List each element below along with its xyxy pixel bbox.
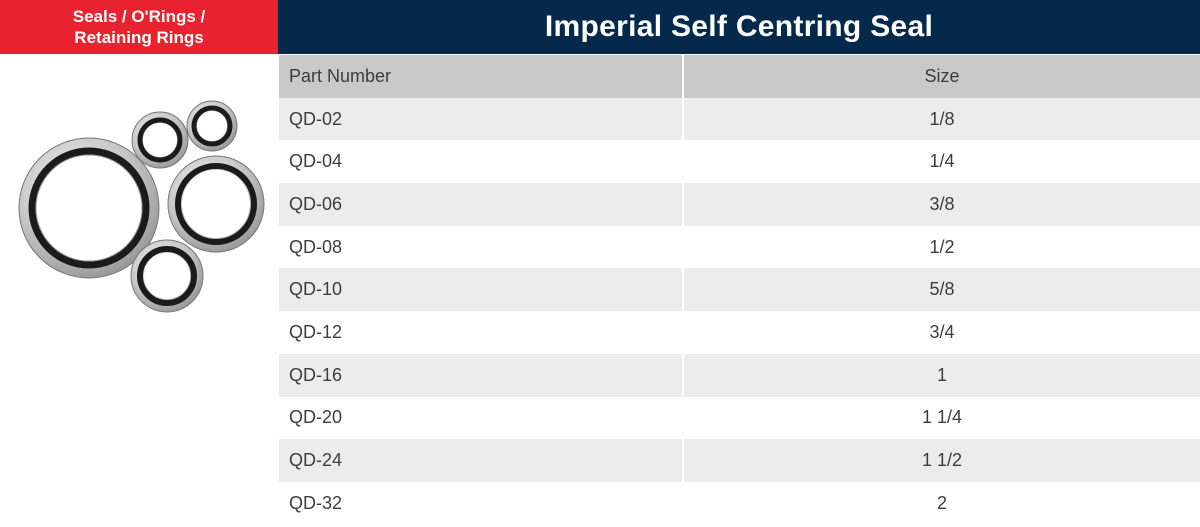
size-cell: 1/8 [682, 97, 1200, 141]
table-row: QD-04 1/4 [279, 140, 1200, 184]
size-cell: 1/2 [682, 225, 1200, 269]
table-row: QD-24 1 1/2 [279, 439, 1200, 482]
size-cell: 5/8 [682, 268, 1200, 312]
size-cell: 3/8 [682, 183, 1200, 226]
size-cell: 1 1/2 [682, 439, 1200, 482]
table-header-row: Part Number Size [279, 55, 1200, 98]
category-label-line2: Retaining Rings [74, 28, 204, 47]
table-row: QD-16 1 [279, 353, 1200, 397]
category-tab[interactable]: Seals / O'Rings / Retaining Rings [0, 0, 278, 54]
table-row: QD-10 5/8 [279, 268, 1200, 312]
large-seal-ring [18, 137, 160, 279]
size-cell: 1/4 [682, 140, 1200, 184]
medium-seal-ring [167, 155, 265, 253]
part-number-cell: QD-32 [279, 481, 683, 525]
small-seal-ring-1 [131, 111, 189, 169]
table-row: QD-08 1/2 [279, 225, 1200, 269]
table-row: QD-12 3/4 [279, 311, 1200, 354]
header-size[interactable]: Size [682, 55, 1200, 98]
part-number-cell: QD-16 [279, 353, 683, 397]
part-number-cell: QD-02 [279, 97, 683, 141]
table-row: QD-32 2 [279, 481, 1200, 525]
size-cell: 1 [682, 353, 1200, 397]
size-cell: 1 1/4 [682, 396, 1200, 440]
small-seal-ring-2 [186, 100, 238, 152]
part-number-cell: QD-08 [279, 225, 683, 269]
part-size-table: Part Number Size QD-02 1/8 QD-04 1/4 QD-… [279, 55, 1200, 525]
table-row: QD-20 1 1/4 [279, 396, 1200, 440]
size-cell: 2 [682, 481, 1200, 525]
title-bar: Imperial Self Centring Seal [278, 0, 1200, 54]
part-number-cell: QD-12 [279, 311, 683, 354]
table-row: QD-06 3/8 [279, 183, 1200, 226]
small-seal-ring-3 [130, 239, 204, 313]
size-cell: 3/4 [682, 311, 1200, 354]
header-part-number[interactable]: Part Number [279, 55, 683, 98]
part-number-cell: QD-04 [279, 140, 683, 184]
part-number-cell: QD-10 [279, 268, 683, 312]
part-number-cell: QD-20 [279, 396, 683, 440]
category-label-line1: Seals / O'Rings / [72, 7, 206, 26]
table-row: QD-02 1/8 [279, 97, 1200, 141]
part-number-cell: QD-06 [279, 183, 683, 226]
part-number-cell: QD-24 [279, 439, 683, 482]
bonded-seal-rings-image [18, 100, 265, 313]
page-title: Imperial Self Centring Seal [544, 10, 934, 43]
